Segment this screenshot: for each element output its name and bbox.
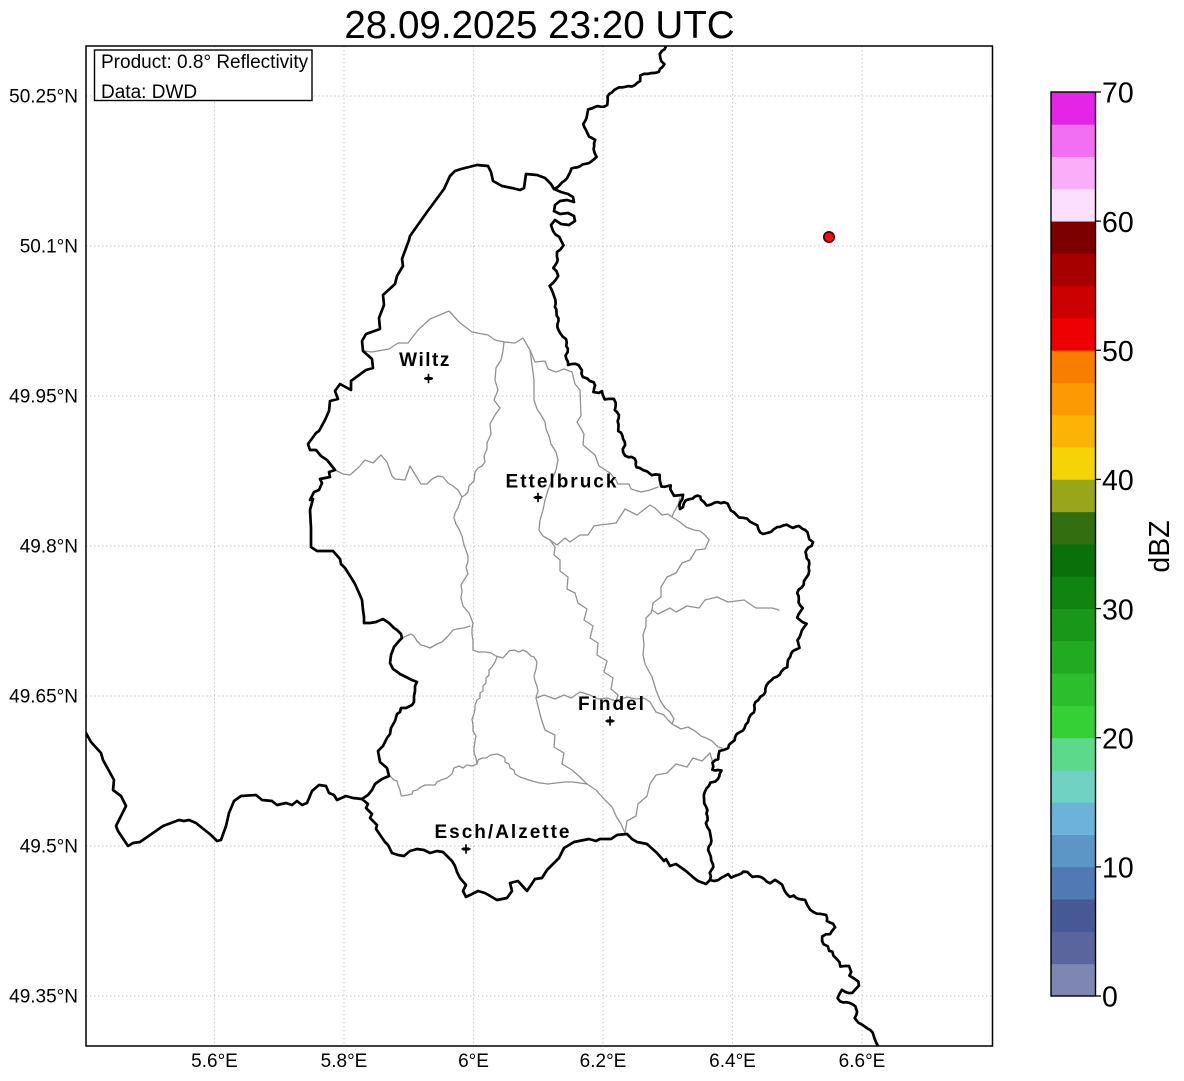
svg-text:6°E: 6°E — [458, 1051, 489, 1072]
svg-text:50: 50 — [1102, 336, 1134, 368]
svg-text:49.65°N: 49.65°N — [9, 686, 78, 707]
svg-text:49.5°N: 49.5°N — [20, 836, 78, 857]
svg-text:5.8°E: 5.8°E — [321, 1051, 368, 1072]
svg-text:50.1°N: 50.1°N — [20, 236, 78, 257]
svg-text:40: 40 — [1102, 465, 1134, 497]
svg-text:20: 20 — [1102, 723, 1134, 755]
svg-text:Findel: Findel — [578, 694, 646, 715]
svg-text:30: 30 — [1102, 594, 1134, 626]
svg-text:49.35°N: 49.35°N — [9, 986, 78, 1007]
svg-text:60: 60 — [1102, 207, 1134, 239]
svg-text:Esch/Alzette: Esch/Alzette — [435, 822, 572, 843]
svg-text:49.8°N: 49.8°N — [20, 536, 78, 557]
svg-text:6.2°E: 6.2°E — [580, 1051, 627, 1072]
svg-text:dBZ: dBZ — [1144, 520, 1176, 572]
svg-text:49.95°N: 49.95°N — [9, 386, 78, 407]
svg-text:6.4°E: 6.4°E — [709, 1051, 756, 1072]
svg-text:6.6°E: 6.6°E — [839, 1051, 886, 1072]
svg-text:28.09.2025 23:20 UTC: 28.09.2025 23:20 UTC — [344, 4, 734, 47]
svg-text:Wiltz: Wiltz — [399, 350, 451, 371]
svg-text:Product: 0.8° Reflectivity: Product: 0.8° Reflectivity — [101, 52, 309, 73]
svg-text:50.25°N: 50.25°N — [9, 86, 78, 107]
svg-text:5.6°E: 5.6°E — [191, 1051, 238, 1072]
svg-text:0: 0 — [1102, 982, 1118, 1014]
svg-text:70: 70 — [1102, 78, 1134, 110]
svg-text:Data: DWD: Data: DWD — [101, 82, 197, 103]
svg-text:Ettelbruck: Ettelbruck — [506, 471, 619, 492]
svg-text:10: 10 — [1102, 853, 1134, 885]
